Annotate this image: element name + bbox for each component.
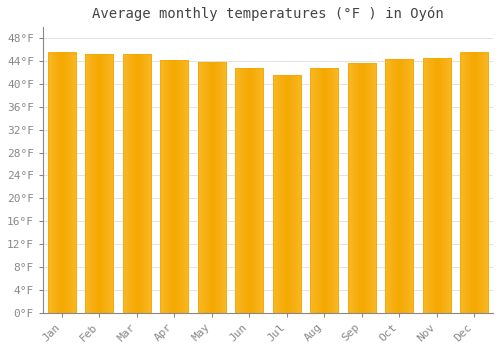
Bar xyxy=(348,63,376,313)
Bar xyxy=(48,52,76,313)
Bar xyxy=(422,58,451,313)
Title: Average monthly temperatures (°F ) in Oyón: Average monthly temperatures (°F ) in Oy… xyxy=(92,7,444,21)
Bar xyxy=(272,75,301,313)
Bar xyxy=(385,59,414,313)
Bar xyxy=(460,52,488,313)
Bar xyxy=(198,62,226,313)
Bar xyxy=(122,54,151,313)
Bar xyxy=(85,54,114,313)
Bar xyxy=(235,68,264,313)
Bar xyxy=(310,68,338,313)
Bar xyxy=(160,60,188,313)
